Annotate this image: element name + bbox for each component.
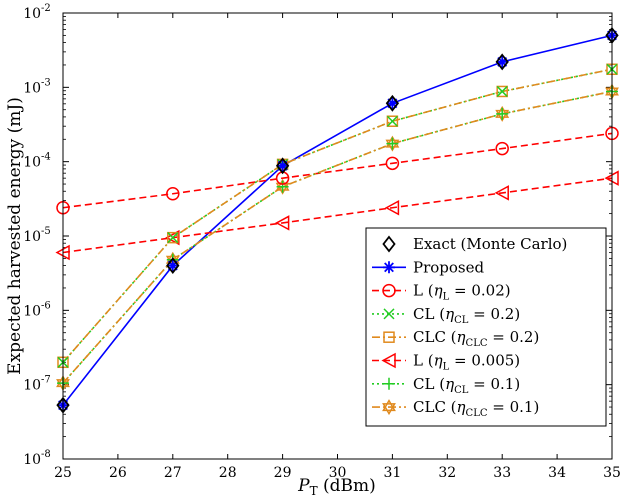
series-lines: [62, 34, 613, 406]
data-point: [382, 403, 396, 416]
x-axis-label-main: P: [297, 476, 310, 496]
data-point: [383, 308, 395, 320]
legend-label: CL (ηCL = 0.2): [413, 305, 520, 326]
legend-box: [365, 227, 607, 427]
data-point: [382, 399, 396, 412]
data-point: [385, 156, 400, 171]
y-tick-label: 10-4: [23, 152, 51, 171]
series-line: [62, 34, 613, 406]
legend-label: CLC (ηCLC = 0.1): [413, 398, 539, 419]
data-point: [386, 97, 399, 110]
data-point: [385, 94, 400, 112]
y-axis-label: Expected harvested energy (mJ): [5, 97, 25, 375]
legend-entry: CLC (ηCLC = 0.2): [372, 328, 539, 349]
data-point: [165, 229, 180, 246]
data-point: [275, 215, 290, 231]
data-point: [166, 187, 180, 201]
x-tick-label: 34: [548, 465, 566, 481]
x-tick-label: 25: [54, 465, 72, 481]
data-point: [275, 157, 290, 175]
x-tick-label: 29: [274, 465, 292, 481]
data-point: [382, 283, 396, 298]
data-point: [166, 257, 180, 275]
series-line: [62, 90, 613, 384]
data-point: [496, 85, 508, 98]
data-point: [167, 232, 179, 244]
data-point: [386, 115, 399, 127]
x-tick-label: 35: [603, 465, 621, 481]
series-line: [62, 132, 613, 209]
legend-entry: CL (ηCL = 0.1): [372, 375, 520, 396]
legend-label: Exact (Monte Carlo): [413, 235, 567, 253]
data-point: [383, 261, 395, 274]
data-point: [384, 199, 400, 216]
y-tick-label: 10-2: [23, 3, 51, 22]
legend-label: L (ηL = 0.02): [413, 282, 511, 303]
data-point: [382, 235, 396, 253]
legend-label: CL (ηCL = 0.1): [413, 375, 520, 396]
data-point: [276, 180, 289, 193]
legend-label: CLC (ηCLC = 0.2): [413, 328, 539, 349]
data-point: [495, 141, 509, 156]
y-tick-label: 10-3: [23, 77, 51, 96]
legend-label: Proposed: [413, 258, 485, 276]
data-point: [496, 107, 509, 120]
data-point: [166, 259, 179, 272]
legend-entry: CLC (ηCLC = 0.1): [372, 398, 539, 419]
data-point: [496, 55, 509, 68]
legend-entry: CL (ηCL = 0.2): [372, 305, 520, 326]
data-point: [495, 53, 509, 71]
data-point: [167, 231, 179, 244]
legend-entry: L (ηL = 0.02): [372, 282, 511, 303]
x-tick-label: 26: [109, 465, 127, 481]
x-tick-label: 27: [164, 465, 182, 481]
data-point: [494, 185, 509, 201]
y-tick-label: 10-7: [23, 375, 51, 394]
x-tick-label: 31: [383, 465, 401, 481]
x-axis-label: PT (dBm): [297, 476, 376, 498]
x-tick-label: 32: [438, 465, 456, 481]
legend: Exact (Monte Carlo) Proposed L (ηL = 0.02)…: [365, 227, 607, 427]
data-point: [276, 159, 289, 172]
legend-entry: L (ηL = 0.005): [372, 352, 520, 373]
legend-label: L (ηL = 0.005): [413, 352, 520, 373]
series-line: [62, 68, 613, 363]
y-tick-label: 10-8: [23, 449, 51, 468]
data-point: [386, 115, 398, 127]
x-tick-label: 28: [219, 465, 237, 481]
x-tick-label: 33: [493, 465, 511, 481]
data-point: [386, 137, 399, 150]
legend-entry: Proposed: [372, 258, 485, 276]
series-line: [62, 177, 613, 254]
y-tick-label: 10-5: [23, 226, 51, 245]
data-point: [383, 377, 395, 390]
data-point: [381, 352, 396, 369]
x-tick-label: 30: [329, 465, 347, 481]
data-point: [383, 331, 395, 343]
x-axis-label-unit: (dBm): [318, 476, 376, 496]
tick-labels: 25 26 27 28 29 30 31 32 33 34 35 10-8 10-7 10-6 10-5 10…: [23, 3, 621, 481]
legend-entry: Exact (Monte Carlo): [382, 235, 567, 253]
y-tick-label: 10-6: [23, 300, 51, 319]
data-point: [496, 85, 508, 97]
x-axis-label-sub: T: [310, 484, 318, 498]
plot-frame: [62, 12, 613, 460]
